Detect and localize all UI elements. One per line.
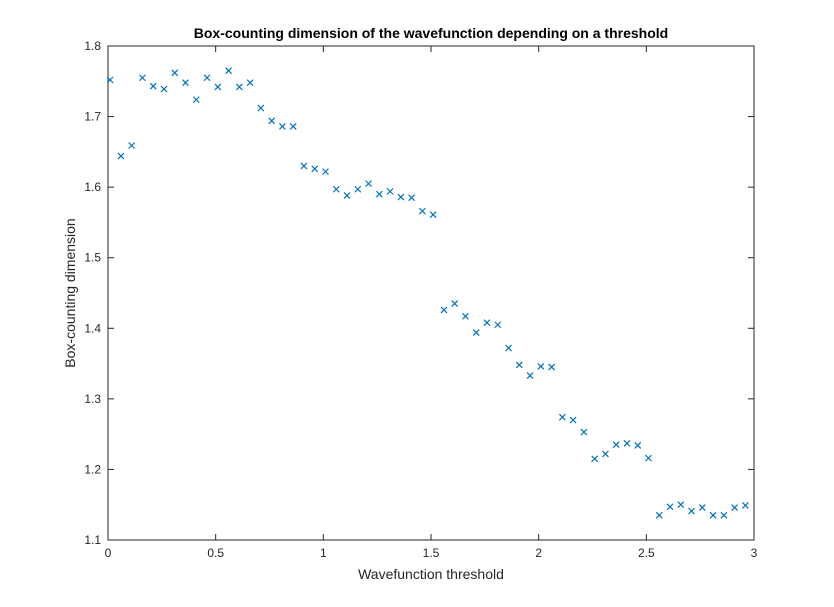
data-point	[612, 441, 620, 449]
data-point	[289, 123, 297, 130]
data-point	[246, 79, 254, 87]
data-point	[537, 362, 545, 370]
data-point	[505, 344, 512, 352]
x-axis: 0 0.5 1 1.5 2 2.5 3	[105, 46, 758, 560]
x-tick-label: 0	[105, 546, 112, 560]
y-tick-label: 1.1	[84, 533, 101, 547]
data-point	[257, 104, 265, 112]
data-point	[128, 142, 136, 149]
data-point	[386, 187, 394, 195]
x-tick-label: 0.5	[207, 546, 224, 560]
data-point	[268, 117, 276, 125]
y-tick-label: 1.4	[84, 321, 101, 335]
data-point	[741, 501, 749, 509]
data-point	[192, 96, 200, 104]
data-point	[548, 363, 556, 371]
data-point	[526, 372, 534, 379]
data-point	[408, 194, 416, 202]
data-point	[515, 361, 523, 369]
data-point	[106, 76, 114, 84]
data-point	[343, 192, 351, 200]
data-point	[483, 319, 491, 327]
data-point	[623, 439, 631, 447]
data-point	[171, 69, 179, 77]
data-point	[354, 185, 362, 193]
data-point	[666, 503, 674, 511]
data-series	[106, 67, 749, 519]
x-tick-label: 1.5	[423, 546, 440, 560]
data-point	[311, 165, 319, 173]
data-point	[418, 207, 426, 215]
data-point	[429, 211, 437, 219]
x-tick-label: 1	[320, 546, 327, 560]
data-point	[440, 306, 448, 314]
data-point	[688, 507, 695, 515]
y-tick-label: 1.7	[84, 110, 101, 124]
y-axis-label: Box-counting dimension	[62, 218, 78, 367]
data-point	[698, 504, 706, 511]
data-point	[601, 450, 609, 458]
y-tick-label: 1.6	[84, 180, 101, 194]
x-tick-label: 3	[751, 546, 758, 560]
y-tick-label: 1.3	[84, 392, 101, 406]
data-point	[494, 321, 502, 329]
data-point	[300, 162, 308, 170]
data-point	[225, 67, 233, 75]
data-point	[569, 416, 577, 424]
x-axis-label: Wavefunction threshold	[358, 566, 504, 582]
data-point	[397, 193, 405, 201]
data-point	[322, 168, 329, 176]
axes-box	[107, 45, 755, 541]
data-point	[278, 123, 286, 130]
data-point	[462, 312, 469, 320]
y-tick-label: 1.5	[84, 251, 101, 265]
data-point	[558, 413, 566, 421]
data-point	[655, 511, 663, 519]
data-point	[235, 83, 243, 91]
data-point	[720, 511, 728, 519]
data-point	[332, 185, 340, 193]
data-point	[375, 190, 383, 198]
data-point	[472, 329, 480, 336]
x-tick-label: 2	[535, 546, 542, 560]
y-axis: 1.1 1.2 1.3 1.4 1.5 1.6 1.7 1.8	[84, 39, 754, 547]
data-point	[645, 454, 652, 462]
chart-title: Box-counting dimension of the wavefuncti…	[194, 25, 668, 41]
data-point	[214, 83, 222, 91]
plot-area	[107, 45, 755, 541]
x-tick-label: 2.5	[638, 546, 655, 560]
data-point	[451, 300, 459, 308]
data-point	[591, 455, 599, 463]
data-point	[365, 180, 372, 188]
data-point	[634, 442, 642, 449]
data-point	[182, 79, 189, 87]
data-point	[160, 85, 168, 93]
data-point	[149, 82, 157, 90]
data-point	[203, 74, 211, 82]
data-point	[580, 428, 588, 436]
data-point	[731, 504, 739, 511]
data-point	[709, 511, 717, 519]
data-point	[117, 152, 125, 160]
y-tick-label: 1.2	[84, 462, 101, 476]
data-point	[677, 501, 685, 509]
y-tick-label: 1.8	[84, 39, 101, 53]
data-point	[139, 74, 146, 82]
